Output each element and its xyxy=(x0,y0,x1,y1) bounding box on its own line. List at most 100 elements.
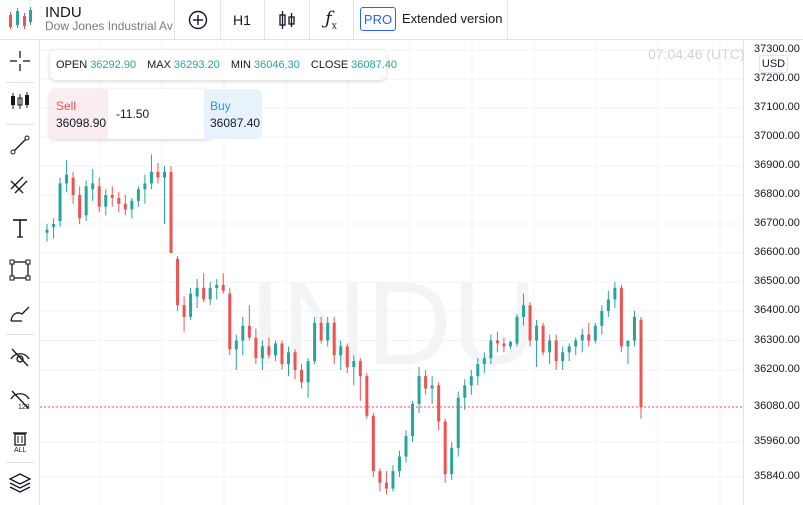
candle xyxy=(613,282,617,309)
candle-body xyxy=(358,361,362,377)
brush-tool[interactable] xyxy=(0,294,40,332)
candle xyxy=(378,468,382,492)
candle-body xyxy=(306,361,310,383)
candle-body xyxy=(182,305,186,317)
candle-body xyxy=(228,293,232,350)
fx-indicators-button[interactable]: ƒx xyxy=(309,0,353,40)
buy-price: 36087.40 xyxy=(210,116,261,130)
extended-version-link[interactable]: Extended version xyxy=(402,11,503,26)
candle xyxy=(195,279,199,309)
candle-body xyxy=(489,340,493,359)
rectangle-tool[interactable] xyxy=(0,251,40,289)
text-tool[interactable] xyxy=(0,209,40,247)
pro-button[interactable]: PRO xyxy=(360,7,396,31)
candlestick-icon xyxy=(278,11,295,29)
max-value: 36293.20 xyxy=(173,59,220,71)
candles-tool[interactable] xyxy=(0,82,40,120)
candle-body xyxy=(156,171,160,178)
candle-body xyxy=(195,287,199,297)
ohlc-legend: OPEN 36292.90 MAX 36293.20 MIN 36046.30 CLO… xyxy=(50,50,397,80)
remove-all-tool[interactable]: ALL xyxy=(0,422,40,460)
candle-body xyxy=(495,340,499,344)
candle-body xyxy=(91,183,95,190)
candle xyxy=(84,180,88,222)
candle xyxy=(110,186,114,207)
candle-body xyxy=(65,174,69,184)
candle xyxy=(365,373,369,419)
fx-icon: ƒx xyxy=(325,8,337,32)
candle xyxy=(123,195,127,216)
fib-icon xyxy=(10,176,28,194)
candle-body xyxy=(169,171,173,253)
candle-body xyxy=(613,287,617,300)
candle-body xyxy=(476,364,480,377)
candle-body xyxy=(208,287,212,300)
price-tick: 37300.00 xyxy=(754,43,800,55)
candle-body xyxy=(437,385,441,422)
candle-body xyxy=(593,325,597,341)
buy-button[interactable]: Buy 36087.40 xyxy=(204,89,262,139)
candle-body xyxy=(522,305,526,317)
candle-body xyxy=(162,171,166,178)
candle-body xyxy=(215,284,219,288)
min-value: 36046.30 xyxy=(253,59,300,71)
add-indicator-button[interactable] xyxy=(175,0,220,40)
candle xyxy=(287,346,291,377)
sell-price: 36098.90 xyxy=(56,116,107,130)
candle-body xyxy=(639,319,643,407)
candle xyxy=(293,349,297,380)
candle xyxy=(600,305,604,335)
candle xyxy=(456,391,460,457)
candle xyxy=(326,316,330,347)
price-tick: 36080.00 xyxy=(754,400,800,412)
candles-series xyxy=(45,154,643,495)
candle-body xyxy=(371,415,375,472)
price-tick: 36300.00 xyxy=(754,333,800,346)
measure-icon: 123 xyxy=(10,390,30,410)
candle-body xyxy=(221,284,225,291)
clock-readout: 07:04:46 (UTC) xyxy=(648,46,745,62)
candle-body xyxy=(300,370,304,383)
price-axis[interactable]: 37300.00 37200.00 37100.00 37000.00 36900.00… xyxy=(743,41,803,505)
candle xyxy=(208,282,212,306)
symbol-description: Dow Jones Industrial Average xyxy=(45,19,173,33)
candle xyxy=(371,412,375,477)
candle-body xyxy=(600,311,604,326)
crosshair-tool[interactable] xyxy=(0,42,40,80)
candle-body xyxy=(469,376,473,386)
sell-button[interactable]: Sell 36098.90 xyxy=(50,89,108,139)
candle xyxy=(58,177,62,227)
layers-tool[interactable] xyxy=(0,463,40,501)
interval-button[interactable]: H1 xyxy=(233,12,251,28)
drawing-toolbar: 123 ALL xyxy=(0,40,40,505)
candle xyxy=(515,313,519,347)
candle xyxy=(280,340,284,370)
candle xyxy=(443,418,447,483)
candle xyxy=(541,322,545,356)
symbol-watermark: INDU xyxy=(249,258,537,390)
candle xyxy=(267,337,271,359)
chart-type-button[interactable] xyxy=(264,0,309,40)
candle-body xyxy=(123,203,127,210)
candle-body xyxy=(273,343,277,356)
candle xyxy=(606,290,610,317)
candle-body xyxy=(234,340,238,350)
candle-body xyxy=(352,361,356,368)
price-tick: 35960.00 xyxy=(754,435,800,447)
currency-badge[interactable]: USD xyxy=(759,55,788,73)
candle-body xyxy=(84,186,88,216)
trend-line-tool[interactable] xyxy=(0,126,40,164)
fib-tool[interactable] xyxy=(0,165,40,203)
candle-body xyxy=(339,346,343,356)
hide-drawings-tool[interactable] xyxy=(0,338,40,376)
candle-body xyxy=(378,471,382,483)
measure-tool[interactable]: 123 xyxy=(0,380,40,418)
candle-body xyxy=(567,346,571,353)
candle-body xyxy=(136,189,140,201)
candle-body xyxy=(626,340,630,347)
candle-body xyxy=(632,316,636,341)
symbol-ticker[interactable]: INDU xyxy=(45,4,82,21)
candle-body xyxy=(202,287,206,300)
candle xyxy=(430,376,434,404)
candle xyxy=(215,279,219,300)
